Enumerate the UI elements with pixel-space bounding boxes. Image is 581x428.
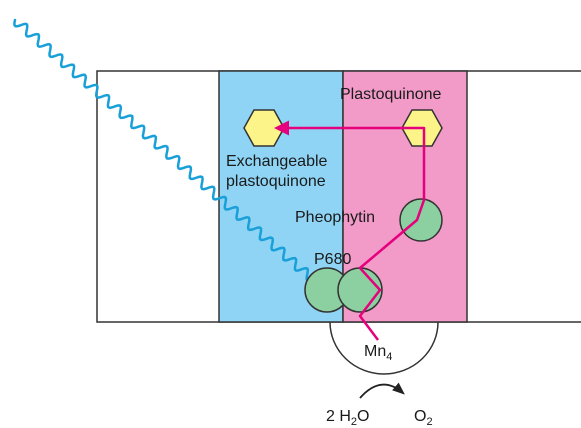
plastoquinone-label: Plastoquinone xyxy=(340,86,442,103)
pheophytin-circle xyxy=(399,198,443,242)
p680-label: P680 xyxy=(314,251,351,268)
electron-path xyxy=(274,120,426,341)
oxygen-label: O2 xyxy=(414,408,433,428)
water-label: 2 H2O xyxy=(326,408,369,428)
mn4-label: Mn4 xyxy=(364,343,392,363)
light-wave xyxy=(13,18,327,293)
p680-circle-right xyxy=(337,267,383,313)
water-reaction-arrow xyxy=(359,382,405,399)
pheophytin-label: Pheophytin xyxy=(295,209,375,226)
exchangeable-label-line1: Exchangeable xyxy=(226,153,328,170)
exchangeable-label-line2: plastoquinone xyxy=(226,173,326,190)
mn-cluster-arc xyxy=(329,321,439,375)
